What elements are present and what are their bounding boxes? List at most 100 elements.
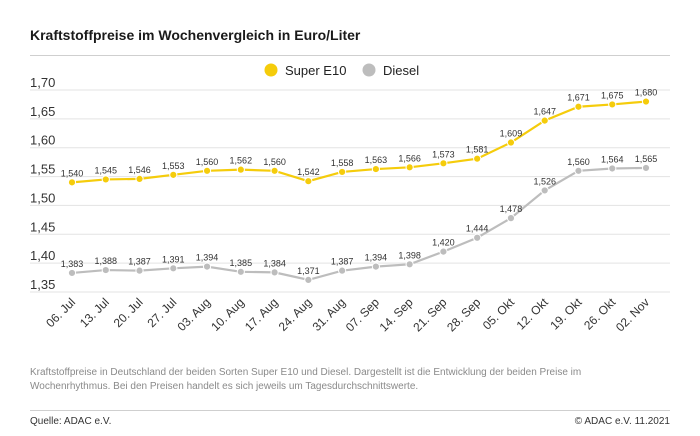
series-line	[71, 100, 647, 184]
data-label: 1,387	[331, 257, 354, 267]
data-label: 1,566	[398, 153, 421, 163]
data-label: 1,565	[635, 154, 658, 164]
data-label: 1,384	[263, 258, 286, 268]
data-point	[608, 100, 617, 109]
legend: Super E10 Diesel	[264, 63, 419, 78]
data-label: 1,581	[466, 145, 489, 155]
x-tick-label: 20. Jul	[111, 295, 146, 330]
data-label: 1,573	[432, 149, 455, 159]
data-label: 1,540	[61, 168, 84, 178]
data-point	[405, 163, 414, 172]
top-divider	[30, 55, 670, 56]
data-label: 1,542	[297, 167, 320, 177]
legend-label: Diesel	[383, 63, 419, 78]
data-point	[405, 260, 414, 269]
legend-label: Super E10	[285, 63, 346, 78]
y-tick-label: 1,65	[30, 104, 55, 119]
y-tick-label: 1,35	[30, 277, 55, 292]
x-tick-label: 06. Jul	[43, 295, 78, 330]
y-tick-label: 1,50	[30, 190, 55, 205]
data-point	[473, 154, 482, 163]
data-point	[540, 116, 549, 125]
x-tick-label: 03. Aug	[174, 295, 213, 334]
x-tick-label: 19. Okt	[547, 295, 585, 333]
data-point	[506, 214, 516, 223]
data-point	[169, 170, 178, 179]
x-tick-label: 17. Aug	[242, 295, 281, 334]
data-label: 1,675	[601, 90, 624, 100]
data-label: 1,526	[533, 176, 556, 186]
legend-marker	[264, 63, 278, 77]
data-point	[135, 174, 144, 183]
chart-title: Kraftstoffpreise im Wochenvergleich in E…	[30, 27, 361, 43]
data-point	[641, 163, 651, 173]
data-point	[641, 97, 651, 106]
x-tick-label: 14. Sep	[377, 295, 416, 334]
series-layer: 1,540 1,545 1,546 1,553 1,560 1,562 1,560 1,542…	[61, 88, 658, 284]
x-tick-label: 05. Okt	[480, 295, 518, 333]
data-label: 1,560	[567, 157, 590, 167]
line-chart: 1,35 1,40 1,45 1,50 1,55 1,60 1,65 1,70 06. Jul…	[30, 63, 670, 335]
series-line	[71, 166, 647, 282]
data-point	[236, 165, 245, 174]
data-point	[236, 267, 245, 276]
data-label: 1,562	[230, 156, 253, 166]
bottom-divider	[30, 410, 670, 411]
data-point	[202, 166, 212, 175]
data-label: 1,387	[128, 257, 151, 267]
data-label: 1,394	[365, 253, 388, 263]
data-point	[101, 265, 110, 275]
data-label: 1,385	[230, 258, 253, 268]
data-point	[101, 175, 110, 184]
x-tick-label: 24. Aug	[276, 295, 315, 334]
data-label: 1,398	[398, 250, 421, 260]
data-label: 1,560	[196, 157, 219, 167]
data-point	[338, 167, 347, 177]
y-tick-label: 1,45	[30, 219, 55, 234]
data-point	[439, 247, 448, 256]
data-label: 1,444	[466, 224, 489, 234]
data-label: 1,680	[635, 88, 658, 98]
y-axis-ticks: 1,35 1,40 1,45 1,50 1,55 1,60 1,65 1,70	[30, 75, 55, 292]
series-1: 1,383 1,388 1,387 1,391 1,394 1,385 1,384 1,371…	[61, 154, 658, 284]
series-0: 1,540 1,545 1,546 1,553 1,560 1,562 1,560 1,542…	[61, 88, 658, 187]
data-label: 1,391	[162, 254, 185, 264]
data-label: 1,609	[500, 129, 523, 139]
x-tick-label: 21. Sep	[410, 295, 449, 334]
y-tick-label: 1,40	[30, 248, 55, 263]
x-tick-label: 26. Okt	[581, 295, 619, 333]
x-tick-label: 13. Jul	[77, 295, 112, 330]
data-point	[371, 262, 380, 271]
data-point	[506, 138, 516, 147]
data-point	[473, 233, 482, 242]
data-point	[371, 164, 380, 174]
x-tick-label: 31. Aug	[310, 295, 349, 334]
x-tick-label: 02. Nov	[613, 295, 652, 334]
data-point	[135, 266, 144, 275]
data-point	[439, 159, 448, 168]
legend-marker	[362, 63, 376, 77]
data-point	[574, 166, 583, 175]
data-label: 1,420	[432, 238, 455, 248]
data-label: 1,371	[297, 266, 320, 276]
data-point	[574, 102, 583, 111]
data-point	[304, 177, 313, 186]
data-label: 1,388	[94, 256, 117, 266]
x-tick-label: 10. Aug	[208, 295, 247, 334]
data-point	[202, 262, 212, 271]
data-point	[608, 164, 617, 173]
data-label: 1,564	[601, 154, 624, 164]
data-label: 1,546	[128, 165, 151, 175]
data-label: 1,383	[61, 259, 84, 269]
data-label: 1,647	[533, 107, 556, 117]
data-label: 1,558	[331, 158, 354, 168]
data-label: 1,563	[365, 155, 388, 165]
x-tick-label: 12. Okt	[514, 295, 552, 333]
y-tick-label: 1,55	[30, 162, 55, 177]
data-point	[304, 275, 313, 284]
data-point	[540, 186, 549, 195]
data-point	[270, 166, 279, 175]
data-label: 1,545	[94, 165, 117, 175]
chart-description: Kraftstoffpreise in Deutschland der beid…	[30, 367, 582, 392]
